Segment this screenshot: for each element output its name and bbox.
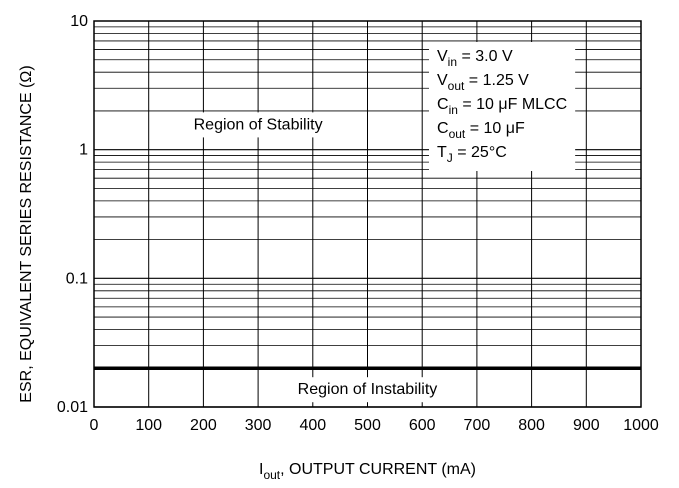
condition-symbol: C: [437, 96, 449, 113]
region-label-text: Region of Instability: [298, 381, 438, 398]
x-title-rest: , OUTPUT CURRENT (mA): [280, 461, 476, 478]
y-tick-label: 0.1: [66, 270, 88, 287]
x-tick-label: 600: [409, 417, 436, 434]
condition-value: = 10 μF MLCC: [458, 96, 567, 113]
plot-frame: [93, 20, 642, 408]
x-title-symbol: I: [259, 461, 263, 478]
condition-subscript: J: [447, 151, 453, 165]
x-tick-label: 400: [299, 417, 326, 434]
y-tick-labels: 0.01 0.1 1 10: [57, 13, 88, 416]
condition-subscript: out: [449, 127, 466, 141]
condition-symbol: T: [437, 144, 447, 161]
x-tick-label: 800: [518, 417, 545, 434]
condition-line-3: Cout = 10 μF: [437, 120, 525, 141]
x-tick-label: 200: [190, 417, 217, 434]
x-axis-title: Iout, OUTPUT CURRENT (mA): [259, 461, 476, 482]
condition-line-4: TJ = 25°C: [437, 144, 507, 165]
region-label-text: Region of Stability: [194, 116, 323, 133]
condition-line-2: Cin = 10 μF MLCC: [437, 96, 567, 117]
condition-value: = 10 μF: [465, 120, 525, 137]
x-tick-label: 700: [464, 417, 491, 434]
x-tick-label: 300: [245, 417, 272, 434]
y-tick-label: 10: [70, 13, 88, 30]
condition-value: = 3.0 V: [457, 48, 513, 65]
region-labels: Region of Stability Region of Instability: [183, 112, 448, 403]
condition-line-0: Vin = 3.0 V: [437, 48, 513, 69]
x-tick-label: 0: [90, 417, 99, 434]
condition-subscript: in: [448, 55, 457, 69]
condition-symbol: V: [437, 48, 448, 65]
region-label-bg: [183, 112, 333, 138]
x-tick-label: 900: [573, 417, 600, 434]
condition-subscript: in: [449, 103, 458, 117]
condition-symbol: V: [437, 72, 448, 89]
region-label-0: Region of Stability: [183, 112, 333, 138]
condition-value: = 1.25 V: [464, 72, 529, 89]
conditions-bg: [429, 42, 576, 171]
x-title-subscript: out: [263, 468, 280, 482]
condition-symbol: C: [437, 120, 449, 137]
condition-value: = 25°C: [453, 144, 507, 161]
y-tick-label: 1: [79, 142, 88, 159]
x-tick-label: 1000: [623, 417, 659, 434]
region-label-bg: [287, 377, 448, 403]
x-tick-label: 100: [135, 417, 162, 434]
x-tick-labels: 0 100 200 300 400 500 600 700 800 900 1000: [90, 417, 659, 434]
y-tick-label: 0.01: [57, 399, 88, 416]
condition-line-1: Vout = 1.25 V: [437, 72, 529, 93]
x-tick-label: 500: [354, 417, 381, 434]
y-axis-title: ESR, EQUIVALENT SERIES RESISTANCE (Ω): [18, 65, 35, 402]
region-label-1: Region of Instability: [287, 377, 448, 403]
condition-subscript: out: [448, 79, 465, 93]
